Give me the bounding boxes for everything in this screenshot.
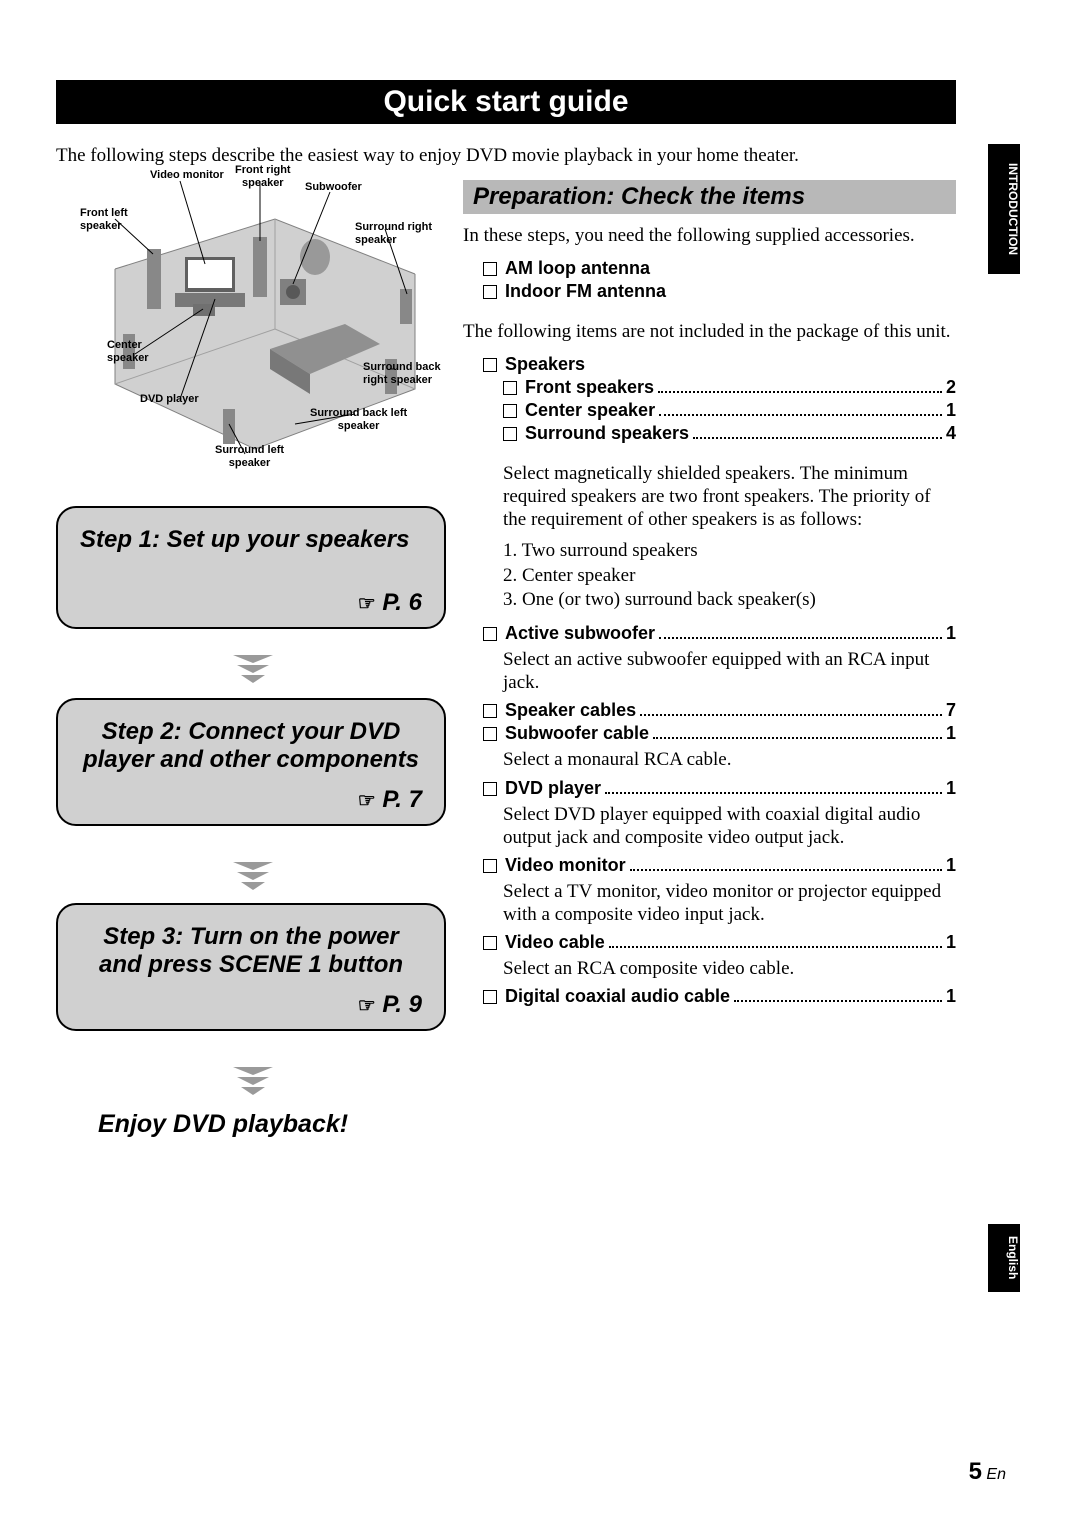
item-row: Active subwoofer 1 (483, 623, 956, 644)
spk-1-label: Center speaker (525, 400, 655, 421)
intro-text: The following steps describe the easiest… (56, 145, 956, 167)
speakers-label: Speakers (505, 354, 585, 375)
item-label: Video cable (505, 932, 605, 953)
arrow-down-2 (233, 862, 273, 895)
item-row: Video monitor 1 (483, 855, 956, 876)
page-number: 5 En (969, 1458, 1006, 1486)
enjoy-text: Enjoy DVD playback! (98, 1110, 348, 1139)
page-ref-icon: ☞ (358, 593, 376, 615)
step-2-title: Step 2: Connect your DVD player and othe… (80, 718, 422, 774)
prep-p1: In these steps, you need the following s… (463, 224, 956, 248)
item-qty: 7 (946, 700, 956, 721)
item-label: Video monitor (505, 855, 626, 876)
room-diagram: Video monitor Front right speaker Subwoo… (75, 169, 445, 469)
spk-2-qty: 4 (946, 423, 956, 444)
item-row: Speaker cables 7 (483, 700, 956, 721)
preparation-section: Preparation: Check the items In these st… (463, 180, 956, 1009)
item-note: Select a TV monitor, video monitor or pr… (503, 880, 956, 926)
label-subwoofer: Subwoofer (305, 181, 362, 194)
priority-list: 1. Two surround speakers 2. Center speak… (503, 539, 956, 613)
step-3-title: Step 3: Turn on the power and press SCEN… (80, 923, 422, 979)
supplied-list: AM loop antenna Indoor FM antenna (483, 258, 956, 302)
item-qty: 1 (946, 986, 956, 1007)
arrow-down-3 (233, 1067, 273, 1100)
prep-heading: Preparation: Check the items (463, 180, 956, 214)
step-card-2: Step 2: Connect your DVD player and othe… (56, 698, 446, 826)
label-front-left: Front left speaker (80, 207, 128, 232)
item-row: DVD player 1 (483, 778, 956, 799)
arrow-down-1 (233, 655, 273, 688)
step-3-page: P. 9 (382, 991, 422, 1018)
item-row: Subwoofer cable 1 (483, 723, 956, 744)
label-sbl: Surround back left speaker (310, 407, 407, 432)
item-qty: 1 (946, 623, 956, 644)
label-front-right: Front right speaker (235, 164, 291, 189)
supplied-0: AM loop antenna (505, 258, 650, 279)
item-row: Digital coaxial audio cable 1 (483, 986, 956, 1007)
item-qty: 1 (946, 855, 956, 876)
label-video-monitor: Video monitor (150, 169, 224, 182)
item-label: Speaker cables (505, 700, 636, 721)
spk-1-qty: 1 (946, 400, 956, 421)
item-qty: 1 (946, 932, 956, 953)
step-card-3: Step 3: Turn on the power and press SCEN… (56, 903, 446, 1031)
supplied-1: Indoor FM antenna (505, 281, 666, 302)
prep-p2: The following items are not included in … (463, 320, 956, 344)
item-label: DVD player (505, 778, 601, 799)
item-note: Select an active subwoofer equipped with… (503, 648, 956, 694)
item-label: Digital coaxial audio cable (505, 986, 730, 1007)
item-note: Select an RCA composite video cable. (503, 957, 956, 980)
item-qty: 1 (946, 723, 956, 744)
speakers-note: Select magnetically shielded speakers. T… (503, 462, 956, 532)
step-1-page: P. 6 (382, 589, 422, 616)
label-center: Center speaker (107, 339, 149, 364)
label-sbr: Surround back right speaker (363, 361, 441, 386)
side-tab-english: English (988, 1224, 1020, 1292)
item-note: Select DVD player equipped with coaxial … (503, 803, 956, 849)
label-surround-left: Surround left speaker (215, 444, 284, 469)
label-dvd-player: DVD player (140, 393, 199, 406)
item-note: Select a monaural RCA cable. (503, 748, 956, 771)
step-1-title: Step 1: Set up your speakers (80, 526, 422, 554)
label-surround-right: Surround right speaker (355, 221, 432, 246)
item-label: Active subwoofer (505, 623, 655, 644)
step-card-1: Step 1: Set up your speakers ☞ P. 6 (56, 506, 446, 629)
spk-0-label: Front speakers (525, 377, 654, 398)
spk-2-label: Surround speakers (525, 423, 689, 444)
item-row: Video cable 1 (483, 932, 956, 953)
step-2-page: P. 7 (382, 786, 422, 813)
page-title: Quick start guide (56, 80, 956, 124)
side-tab-introduction: INTRODUCTION (988, 144, 1020, 274)
item-label: Subwoofer cable (505, 723, 649, 744)
item-qty: 1 (946, 778, 956, 799)
spk-0-qty: 2 (946, 377, 956, 398)
